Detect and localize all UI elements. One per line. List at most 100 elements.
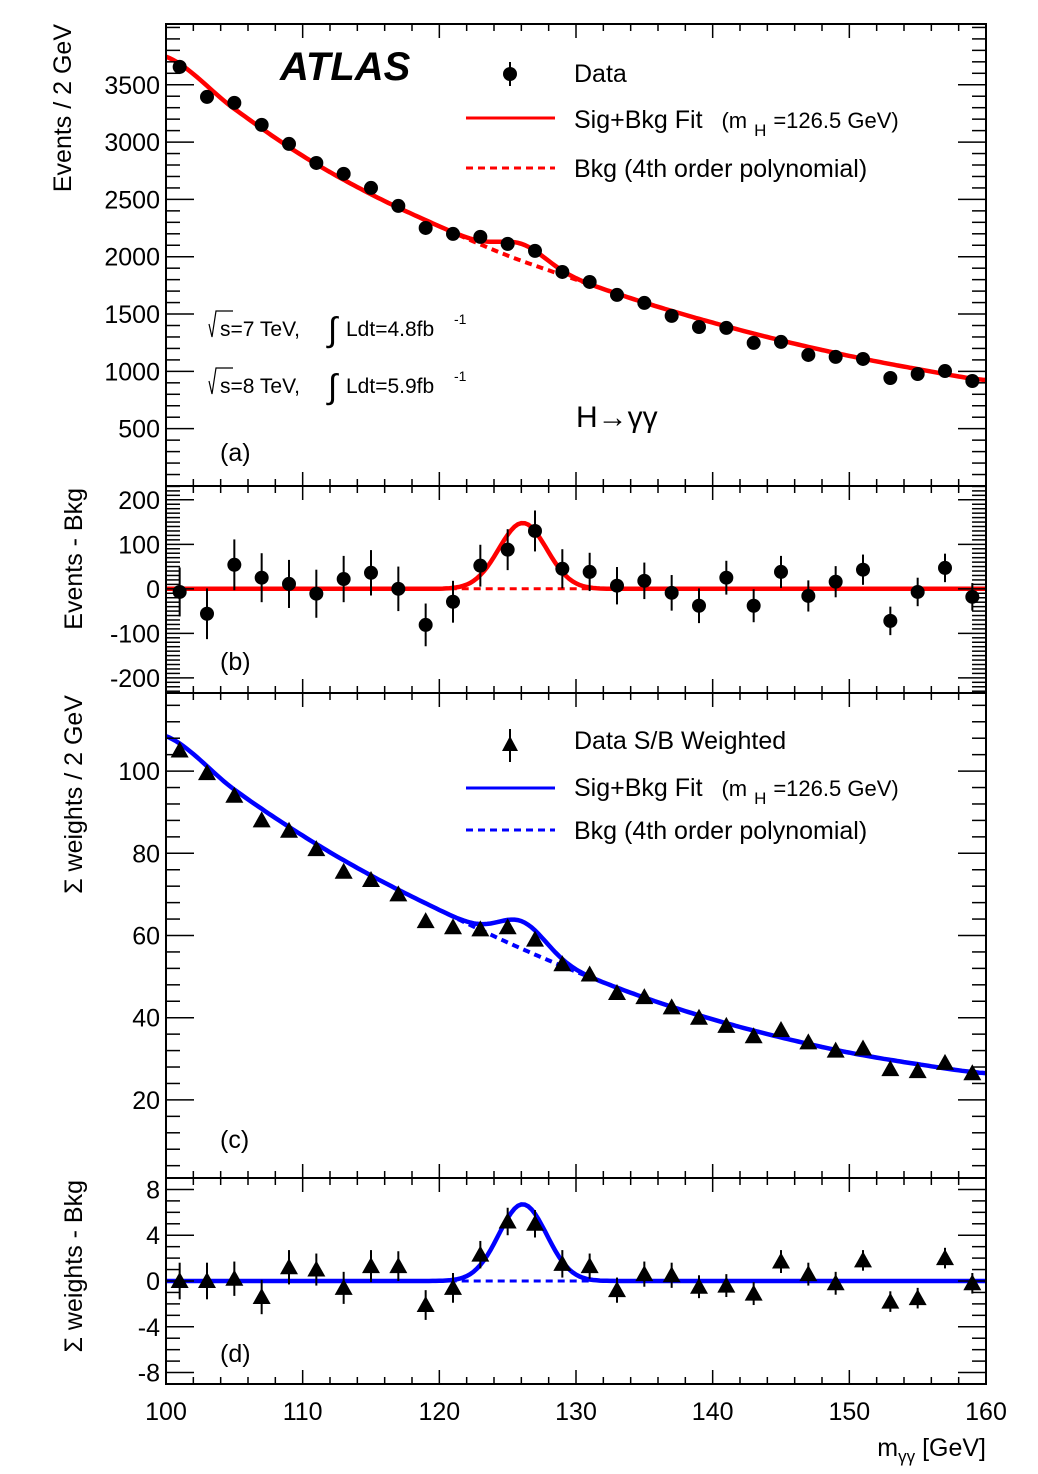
data-point-d: [307, 1260, 326, 1277]
data-point-d: [198, 1272, 216, 1288]
data-point-a: [664, 308, 679, 323]
data-point-a: [336, 166, 351, 181]
data-point-d: [334, 1278, 353, 1295]
y-tick-label-d: 8: [146, 1176, 160, 1204]
data-point-c: [170, 741, 189, 758]
y-tick-label-b: -100: [110, 620, 160, 648]
data-point-d: [854, 1251, 872, 1268]
data-point-d: [389, 1257, 408, 1274]
legend-a-data-marker: [503, 62, 517, 86]
y-tick-label-a: 2000: [104, 244, 160, 272]
data-point-b: [555, 561, 570, 576]
data-point-a: [200, 89, 214, 104]
y-tick-label-c: 80: [132, 840, 160, 868]
data-point-c: [553, 955, 572, 972]
integral-icon: ∫: [326, 311, 339, 349]
legend-c-data-marker: [502, 729, 518, 762]
data-point-b: [172, 584, 187, 599]
data-point-d: [635, 1265, 654, 1282]
sig-bkg-fit-curve-c: [166, 734, 986, 1076]
data-point-d: [662, 1266, 681, 1283]
legend-a-fit-name: Sig+Bkg Fit: [574, 106, 703, 134]
data-point-c: [526, 930, 544, 947]
data-point-c: [416, 912, 435, 929]
panel-tag-c: (c): [220, 1126, 249, 1154]
data-point-b: [309, 586, 324, 601]
data-point-b: [910, 584, 925, 599]
data-point-c: [252, 811, 271, 828]
legend-c-fit-name: Sig+Bkg Fit: [574, 774, 703, 802]
x-tick-label: 150: [828, 1398, 870, 1426]
data-point-b: [200, 606, 214, 621]
data-point-a: [500, 236, 515, 251]
legend-c-fit-note-sub: H: [754, 789, 766, 808]
y-axis-title-d: Σ weights - Bkg: [60, 1180, 88, 1352]
lumi-8tev-energy: s=8 TeV,: [220, 375, 300, 398]
x-tick-label: 100: [145, 1398, 187, 1426]
data-point-a: [637, 295, 652, 310]
sqrt-icon: [208, 310, 233, 338]
data-point-c: [444, 918, 462, 935]
data-point-d: [608, 1281, 626, 1298]
legend-c-fit-label: Sig+Bkg Fit (m H =126.5 GeV): [574, 774, 899, 810]
data-point-a: [172, 59, 187, 74]
y-axis-title-b: Events - Bkg: [60, 488, 88, 630]
lumi-8tev-integral: Ldt=5.9fb: [346, 375, 434, 398]
y-tick-label-b: 100: [118, 531, 160, 559]
y-tick-label-b: 200: [118, 487, 160, 515]
data-point-b: [856, 562, 870, 577]
integral-icon: ∫: [326, 368, 339, 406]
x-axis-title-unit: [GeV]: [915, 1434, 986, 1462]
data-point-c: [826, 1041, 845, 1058]
data-point-b: [418, 617, 433, 632]
data-point-b: [719, 570, 734, 585]
data-point-a: [746, 335, 761, 350]
data-point-c: [580, 965, 599, 982]
y-tick-label-c: 20: [132, 1087, 160, 1115]
y-tick-label-c: 40: [132, 1005, 160, 1033]
data-point-b: [282, 576, 296, 591]
axes-frames-layer: 500100015002000250030003500-200-10001002…: [104, 23, 1007, 1426]
panel-tag-b: (b): [220, 648, 251, 676]
data-point-a: [418, 220, 433, 235]
data-point-a: [391, 198, 406, 213]
y-tick-label-b: -200: [110, 665, 160, 693]
data-point-b: [692, 598, 706, 613]
data-point-c: [608, 984, 626, 1001]
y-axis-title-a: Events / 2 GeV: [49, 24, 77, 192]
data-point-b: [473, 558, 488, 573]
data-point-a: [692, 319, 706, 334]
data-point-a: [364, 180, 378, 195]
data-point-c: [908, 1062, 927, 1079]
data-point-c: [717, 1016, 736, 1033]
data-points-layer: [170, 59, 982, 1320]
data-point-d: [881, 1292, 900, 1309]
legend-c-data-label: Data S/B Weighted: [574, 727, 786, 755]
data-point-a: [719, 320, 734, 335]
legend-a-bkg-label: Bkg (4th order polynomial): [574, 155, 867, 183]
data-point-c: [280, 821, 298, 838]
data-point-d: [498, 1212, 517, 1229]
data-point-a: [282, 136, 296, 151]
data-point-c: [635, 988, 654, 1005]
data-point-b: [774, 564, 788, 579]
data-point-d: [580, 1257, 599, 1274]
legend-c-fit-note: (m: [721, 776, 747, 801]
data-point-d: [225, 1269, 244, 1286]
data-point-b: [446, 594, 460, 609]
data-point-b: [610, 578, 624, 593]
data-point-b: [746, 598, 761, 613]
y-axis-title-c: Σ weights / 2 GeV: [60, 695, 88, 894]
y-tick-label-b: 0: [146, 576, 160, 604]
y-tick-label-d: -8: [138, 1360, 160, 1388]
data-point-d: [252, 1288, 271, 1305]
data-point-b: [582, 564, 597, 579]
lumi-7tev-energy: s=7 TeV,: [220, 318, 300, 341]
data-point-a: [473, 229, 488, 244]
data-point-b: [664, 585, 679, 600]
data-point-c: [198, 764, 216, 781]
x-tick-label: 110: [283, 1398, 323, 1426]
data-point-a: [828, 349, 843, 364]
x-axis-title-sub: γγ: [898, 1447, 916, 1466]
data-point-c: [662, 998, 681, 1015]
